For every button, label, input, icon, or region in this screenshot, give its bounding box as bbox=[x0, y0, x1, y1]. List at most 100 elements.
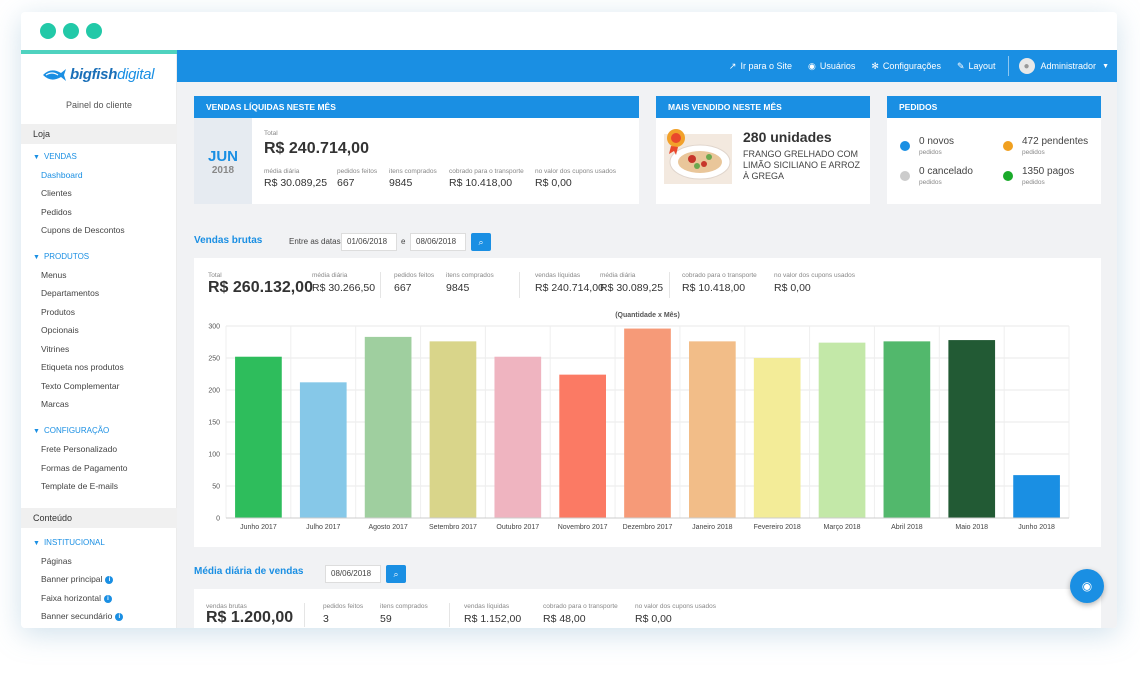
sidebar-item-faixa-horizontal[interactable]: Faixa horizontal i bbox=[41, 593, 113, 603]
year-label: 2018 bbox=[211, 165, 235, 176]
eye-icon: ◉ bbox=[1081, 579, 1093, 593]
card-title: PEDIDOS bbox=[887, 96, 1101, 118]
info-icon[interactable]: i bbox=[105, 575, 114, 584]
product-name[interactable]: FRANGO GRELHADO COM LIMÃO SICILIANO E AR… bbox=[743, 149, 861, 181]
x-tick-label: Junho 2017 bbox=[240, 524, 277, 531]
status-dot-cancelado bbox=[900, 171, 910, 181]
window-dot-2[interactable] bbox=[63, 23, 79, 39]
sidebar-item-departamentos[interactable]: Departamentos bbox=[41, 288, 100, 298]
brutas-value: R$ 1.200,00 bbox=[206, 609, 294, 626]
group-configuracao[interactable]: ▼ CONFIGURAÇÃO bbox=[33, 426, 110, 435]
units-value: 280 unidades bbox=[743, 129, 832, 145]
sidebar-item-marcas[interactable]: Marcas bbox=[41, 399, 69, 409]
date-from-input[interactable]: 01/06/2018 bbox=[341, 233, 397, 251]
pedidos-pagos[interactable]: 1350 pagos bbox=[1022, 166, 1075, 177]
bar bbox=[559, 374, 606, 518]
caret-down-icon: ▼ bbox=[33, 254, 40, 261]
section-loja[interactable]: Loja bbox=[21, 124, 177, 144]
info-icon[interactable]: i bbox=[115, 612, 124, 621]
sidebar-item-clientes[interactable]: Clientes bbox=[41, 188, 72, 198]
bar bbox=[753, 358, 801, 518]
brand-name: bigfishdigital bbox=[70, 66, 154, 83]
media-diaria-title: Média diária de vendas bbox=[194, 566, 304, 577]
card-title: MAIS VENDIDO NESTE MÊS bbox=[656, 96, 870, 118]
pedidos-value: 667 bbox=[394, 282, 412, 294]
sidebar-item-cupons[interactable]: Cupons de Descontos bbox=[41, 225, 125, 235]
sidebar-item-produtos[interactable]: Produtos bbox=[41, 307, 76, 317]
bar bbox=[818, 342, 866, 518]
bar bbox=[948, 340, 996, 518]
pedidos-value: 3 bbox=[323, 613, 329, 625]
sidebar-item-dashboard[interactable]: Dashboard bbox=[41, 170, 83, 180]
sidebar-item-vitrines[interactable]: Vitrines bbox=[41, 344, 70, 354]
bar bbox=[883, 341, 931, 518]
search-button[interactable]: ⌕ bbox=[471, 233, 491, 251]
media2-label: média diária bbox=[600, 272, 636, 279]
status-dot-novos bbox=[900, 141, 910, 151]
sidebar-item-template-email[interactable]: Template de E-mails bbox=[41, 481, 119, 491]
info-icon[interactable]: i bbox=[104, 594, 113, 603]
gear-icon: ✻ bbox=[871, 60, 879, 71]
sidebar-item-etiqueta[interactable]: Etiqueta nos produtos bbox=[41, 362, 124, 372]
sidebar-item-opcionais[interactable]: Opcionais bbox=[41, 325, 79, 335]
cupons-label: no valor dos cupons usados bbox=[535, 168, 616, 175]
x-tick-label: Agosto 2017 bbox=[368, 524, 407, 531]
x-tick-label: Fevereiro 2018 bbox=[754, 524, 801, 531]
vendas-brutas-card: Total R$ 260.132,00 média diária R$ 30.2… bbox=[194, 258, 1101, 547]
group-vendas[interactable]: ▼ VENDAS bbox=[33, 152, 77, 161]
bar bbox=[689, 341, 736, 518]
group-institucional[interactable]: ▼ INSTITUCIONAL bbox=[33, 538, 105, 547]
total-label: Total bbox=[208, 272, 222, 279]
bar bbox=[429, 341, 477, 518]
user-name: Administrador bbox=[1040, 61, 1097, 71]
transporte-label: cobrado para o transporte bbox=[543, 603, 618, 610]
y-tick-label: 150 bbox=[208, 420, 220, 427]
logo[interactable]: bigfishdigital bbox=[41, 66, 154, 83]
pedidos-novos[interactable]: 0 novos bbox=[919, 136, 955, 147]
pedidos-label: pedidos feitos bbox=[394, 272, 435, 279]
window-dot-3[interactable] bbox=[86, 23, 102, 39]
brand-accent: digital bbox=[117, 66, 155, 83]
date-to-input[interactable]: 08/06/2018 bbox=[410, 233, 466, 251]
entre-datas-label: Entre as datas: bbox=[289, 237, 343, 246]
window-titlebar bbox=[21, 12, 1117, 50]
media-date-input[interactable]: 08/06/2018 bbox=[325, 565, 381, 583]
media-search-button[interactable]: ⌕ bbox=[386, 565, 406, 583]
nav-usuarios[interactable]: ◉ Usuários bbox=[807, 60, 856, 72]
pedidos-pendentes[interactable]: 472 pendentes bbox=[1022, 136, 1089, 147]
sidebar-item-frete[interactable]: Frete Personalizado bbox=[41, 444, 118, 454]
cupons-value: R$ 0,00 bbox=[774, 282, 811, 294]
nav-configuracoes[interactable]: ✻ Configurações bbox=[871, 60, 941, 72]
sidebar-item-texto[interactable]: Texto Complementar bbox=[41, 381, 120, 391]
mais-vendido-card: MAIS VENDIDO NESTE MÊS 280 unidades FRAN… bbox=[656, 96, 870, 204]
pedidos-cancelado[interactable]: 0 cancelado bbox=[919, 166, 973, 177]
window-dot-1[interactable] bbox=[40, 23, 56, 39]
transporte-value: R$ 48,00 bbox=[543, 613, 586, 625]
sidebar-item-banner-principal[interactable]: Banner principal i bbox=[41, 574, 114, 584]
sidebar-item-paginas[interactable]: Páginas bbox=[41, 556, 72, 566]
month-badge: JUN 2018 bbox=[194, 118, 252, 204]
total-value: R$ 260.132,00 bbox=[208, 279, 313, 296]
pedidos-sub: pedidos bbox=[919, 179, 942, 186]
preview-fab-button[interactable]: ◉ bbox=[1070, 569, 1104, 603]
group-produtos[interactable]: ▼ PRODUTOS bbox=[33, 252, 90, 261]
sidebar-item-pedidos[interactable]: Pedidos bbox=[41, 207, 72, 217]
nav-layout[interactable]: ✎ Layout bbox=[956, 60, 996, 72]
media2-value: R$ 30.089,25 bbox=[600, 282, 664, 294]
user-menu[interactable]: ● Administrador ▼ bbox=[1018, 58, 1109, 74]
top-navbar: ↗ Ir para o Site ◉ Usuários ✻ Configurações… bbox=[177, 50, 1117, 82]
sidebar-item-menus[interactable]: Menus bbox=[41, 270, 67, 280]
x-tick-label: Março 2018 bbox=[824, 524, 861, 531]
nav-ir-para-site[interactable]: ↗ Ir para o Site bbox=[728, 60, 792, 72]
e-label: e bbox=[401, 237, 406, 246]
fish-logo-icon bbox=[43, 68, 66, 81]
main-content: VENDAS LÍQUIDAS NESTE MÊS JUN 2018 Total… bbox=[177, 82, 1117, 628]
total-label: Total bbox=[264, 130, 278, 137]
stat-divider bbox=[380, 272, 381, 298]
section-conteudo[interactable]: Conteúdo bbox=[21, 508, 177, 528]
sidebar-item-banner-secundario[interactable]: Banner secundário i bbox=[41, 611, 124, 621]
media-label: média diária bbox=[264, 168, 300, 175]
sidebar-item-formas-pagamento[interactable]: Formas de Pagamento bbox=[41, 463, 128, 473]
product-photo[interactable] bbox=[664, 126, 732, 184]
status-dot-pendentes bbox=[1003, 141, 1013, 151]
